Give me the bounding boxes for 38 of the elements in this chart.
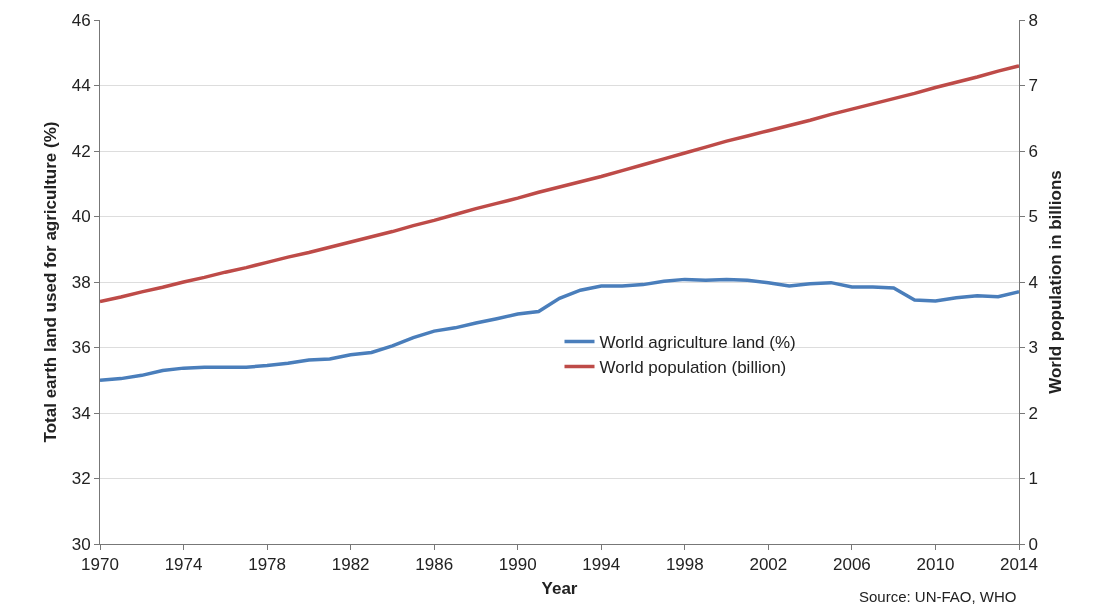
- y2-tick-label: 1: [1028, 469, 1038, 489]
- y2-tick-label: 0: [1028, 534, 1038, 554]
- y-tick-label: 42: [71, 141, 91, 161]
- x-tick-label: 2014: [1000, 555, 1038, 575]
- y2-tick-label: 2: [1028, 403, 1038, 423]
- x-tick-label: 1970: [81, 555, 119, 575]
- y2-tick-label: 4: [1028, 272, 1038, 292]
- line-series: [100, 277, 1019, 382]
- source-note: Source: UN-FAO, WHO: [859, 588, 1017, 605]
- y2-tick-label: 6: [1028, 141, 1038, 161]
- y-tick-label: 46: [71, 10, 91, 30]
- y2-tick-label: 3: [1028, 338, 1038, 358]
- y2-tick-label: 8: [1028, 10, 1038, 30]
- x-tick-label: 1998: [665, 555, 704, 575]
- y-tick-label: 32: [71, 469, 91, 489]
- x-tick-label: 1994: [582, 555, 621, 575]
- y2-tick-label: 5: [1028, 207, 1038, 227]
- x-tick-label: 1978: [248, 555, 286, 575]
- y-axis-title: Total earth land used for agriculture (%): [41, 121, 61, 443]
- x-tick-label: 2002: [749, 555, 788, 575]
- y2-axis-title: World population in billions: [1046, 170, 1066, 394]
- legend-label: World population (billion): [599, 358, 787, 378]
- x-tick-label: 1986: [415, 555, 454, 575]
- x-tick-label: 2006: [833, 555, 871, 575]
- x-axis-title: Year: [541, 578, 578, 598]
- y-tick-label: 40: [71, 207, 91, 227]
- y-tick-label: 38: [71, 272, 91, 292]
- x-tick-label: 1982: [331, 555, 370, 575]
- y2-tick-label: 7: [1028, 76, 1038, 96]
- x-tick-label: 1990: [498, 555, 537, 575]
- x-tick-label: 2010: [916, 555, 955, 575]
- x-tick-label: 1974: [164, 555, 203, 575]
- y-tick-label: 34: [71, 403, 91, 423]
- legend-label: World agriculture land (%): [599, 333, 796, 353]
- y-tick-label: 30: [71, 534, 91, 554]
- y-tick-label: 36: [71, 338, 91, 358]
- line-series: [100, 64, 1019, 304]
- y-tick-label: 44: [71, 76, 91, 96]
